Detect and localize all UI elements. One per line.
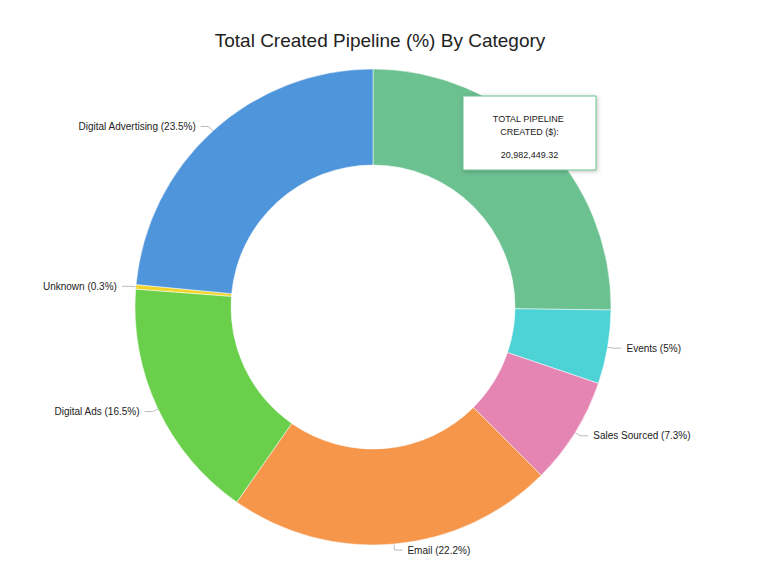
svg-text:Total Created Pipeline (%) By: Total Created Pipeline (%) By Category — [215, 30, 546, 51]
svg-text:CREATED ($):: CREATED ($): — [500, 127, 558, 137]
svg-text:Sales Sourced (7.3%): Sales Sourced (7.3%) — [593, 430, 690, 441]
svg-text:Email (22.2%): Email (22.2%) — [407, 545, 470, 556]
svg-text:Events (5%): Events (5%) — [626, 343, 680, 354]
svg-text:20,982,449.32: 20,982,449.32 — [501, 150, 559, 160]
svg-text:TOTAL PIPELINE: TOTAL PIPELINE — [493, 114, 566, 124]
svg-text:Digital Advertising (23.5%): Digital Advertising (23.5%) — [79, 121, 196, 132]
svg-text:Digital Ads (16.5%): Digital Ads (16.5%) — [55, 406, 140, 417]
svg-text:Unknown (0.3%): Unknown (0.3%) — [43, 281, 117, 292]
